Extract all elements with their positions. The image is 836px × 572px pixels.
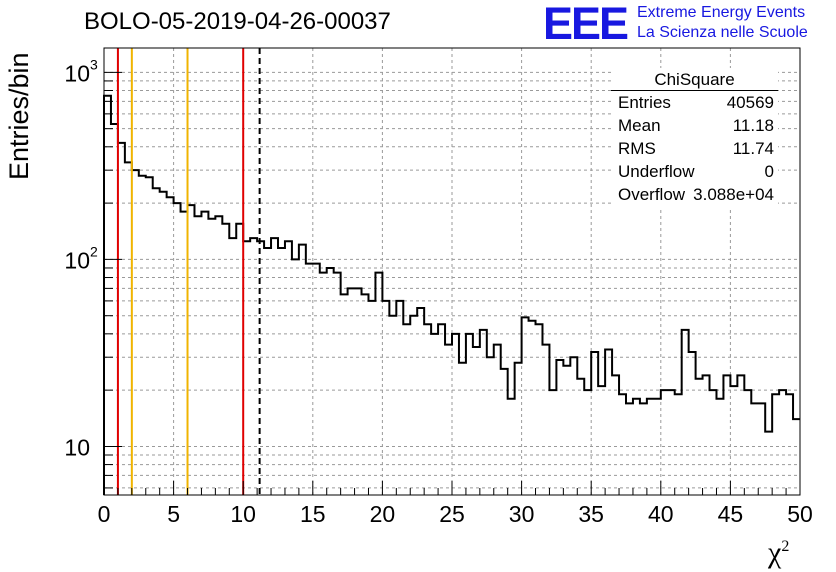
x-tick-label: 40 <box>648 501 674 527</box>
y-tick-exponent: 3 <box>90 56 98 72</box>
grid-lines <box>104 48 800 495</box>
y-tick-label: 10 <box>64 247 90 273</box>
x-tick-label: 45 <box>718 501 744 527</box>
stats-box: ChiSquare Entries 40569 Mean 11.18 RMS 1… <box>611 68 778 208</box>
stats-row-underflow: Underflow 0 <box>618 162 774 184</box>
x-tick-label: 15 <box>300 501 326 527</box>
y-axis-label: Entries/bin <box>4 52 34 180</box>
stats-label: Underflow <box>618 162 695 181</box>
stats-row-overflow: Overflow 3.088e+04 <box>618 185 774 207</box>
y-tick-label: 10 <box>64 60 90 86</box>
org-name-line1: Extreme Energy Events <box>637 4 806 21</box>
stats-value: 3.088e+04 <box>693 185 774 204</box>
stats-label: Entries <box>618 93 671 112</box>
stats-value: 40569 <box>726 93 774 112</box>
x-tick-label: 35 <box>578 501 604 527</box>
stats-value: 0 <box>764 162 774 181</box>
x-axis-label: χ2 <box>768 536 789 570</box>
stats-box-title: ChiSquare <box>654 70 735 89</box>
stats-label: Overflow <box>618 185 686 204</box>
stats-label: Mean <box>618 116 661 135</box>
histogram-series <box>103 94 800 495</box>
y-tick-exponent: 2 <box>90 243 98 259</box>
x-axis-label-exponent: 2 <box>781 538 790 555</box>
stats-row-entries: Entries 40569 <box>618 93 774 115</box>
eee-logo: EEE <box>543 0 629 49</box>
stats-box-divider <box>611 90 778 91</box>
cut-lines <box>116 48 261 495</box>
y-tick-label: 10 <box>64 434 90 460</box>
stats-label: RMS <box>618 139 656 158</box>
stats-value: 11.18 <box>732 116 774 135</box>
x-tick-label: 0 <box>98 501 111 527</box>
stats-value: 11.74 <box>732 139 774 158</box>
x-tick-label: 10 <box>230 501 256 527</box>
x-tick-label: 5 <box>167 501 180 527</box>
x-tick-label: 20 <box>370 501 396 527</box>
stats-row-rms: RMS 11.74 <box>618 139 774 161</box>
x-tick-label: 30 <box>509 501 535 527</box>
x-axis-label-symbol: χ <box>768 536 782 569</box>
x-tick-label: 50 <box>787 501 813 527</box>
stats-row-mean: Mean 11.18 <box>618 116 774 138</box>
chart-title: BOLO-05-2019-04-26-00037 <box>84 8 391 35</box>
org-name-line2: La Scienza nelle Scuole <box>637 24 808 41</box>
histogram-line <box>103 94 800 495</box>
x-tick-label: 25 <box>439 501 465 527</box>
